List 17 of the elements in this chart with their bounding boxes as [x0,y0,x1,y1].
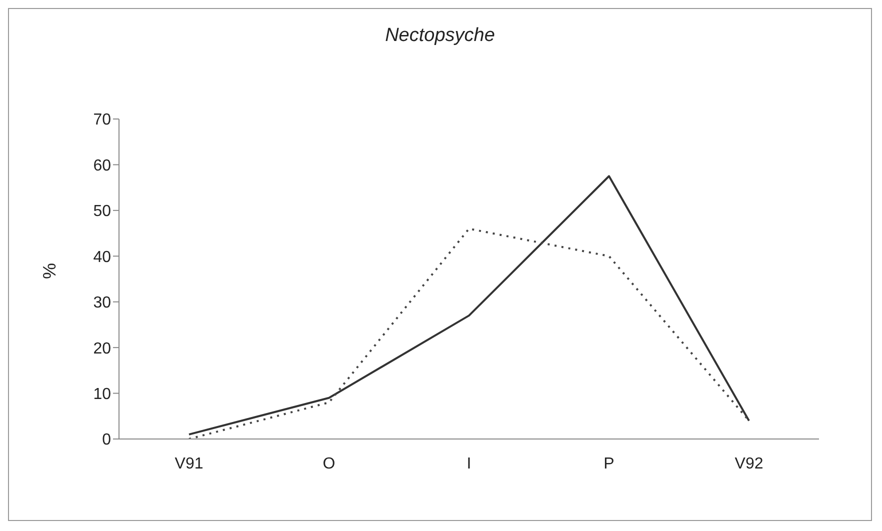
y-tick-label: 10 [93,386,112,403]
x-tick-label: V91 [174,455,204,472]
x-tick-label: I [466,455,472,472]
y-tick-label: 50 [93,203,112,220]
line-series [188,228,750,439]
y-tick-label: 30 [93,294,112,312]
y-tick-label: 0 [102,432,112,449]
y-axis-title: % [39,262,60,279]
x-tick-label: P [604,455,614,472]
y-tick-label: 40 [93,248,112,266]
y-tick-label: 70 [93,112,112,129]
x-tick-label: O [322,455,336,472]
y-tick-label: 60 [93,157,112,174]
y-tick-label: 20 [93,340,112,358]
line-series [188,175,750,436]
chart-title: Nectopsyche [384,25,496,47]
x-tick-label: V92 [734,455,764,472]
